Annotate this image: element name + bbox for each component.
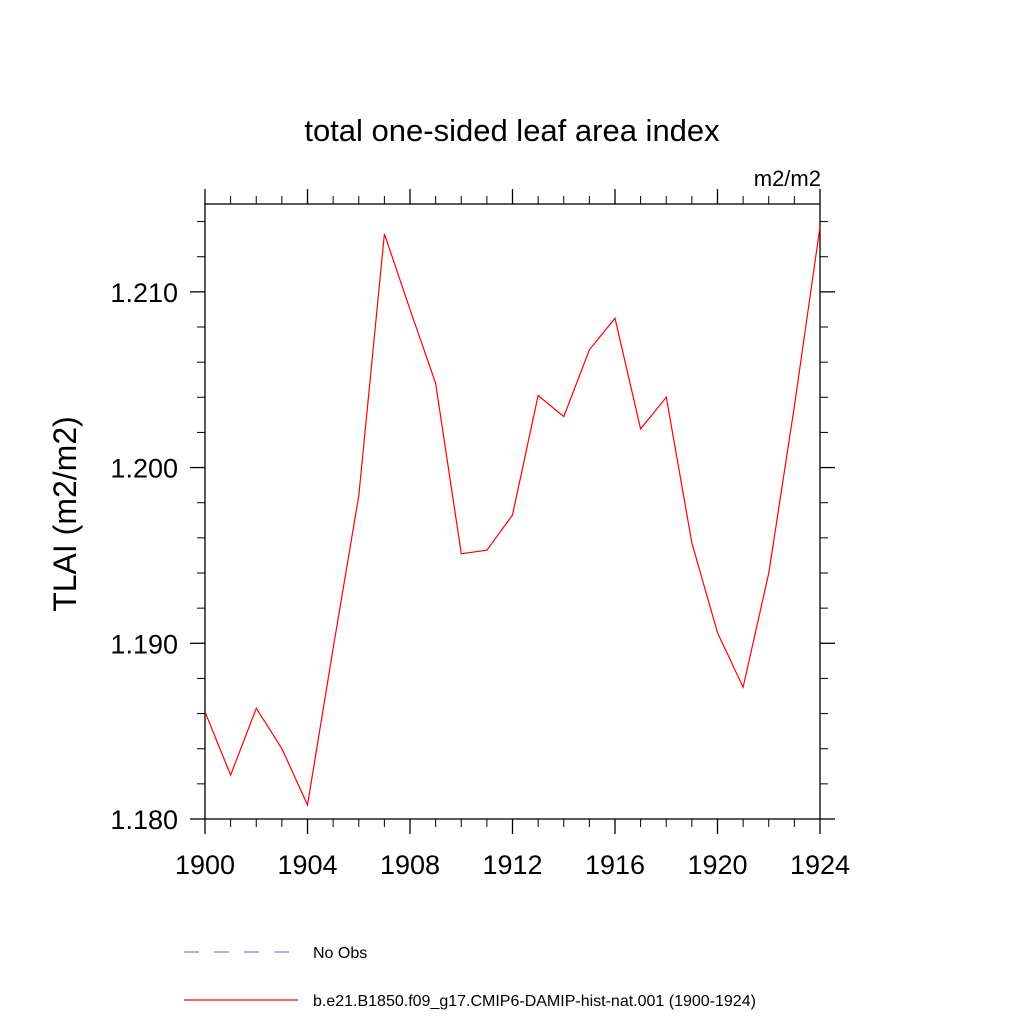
plot-frame [204,203,821,820]
y-tick-label: 1.190 [110,629,178,659]
axis-ticks [190,189,835,834]
legend-label: No Obs [313,945,367,962]
units-label: m2/m2 [754,166,821,191]
x-tick-label: 1912 [482,850,542,880]
x-tick-label: 1924 [790,850,850,880]
x-tick-label: 1900 [175,850,235,880]
x-tick-label: 1904 [277,850,337,880]
legend: No Obs b.e21.B1850.f09_g17.CMIP6-DAMIP-hi… [184,945,756,1010]
series-layer [204,226,821,807]
axis-tick-labels: 1900 1904 1908 1912 1916 1920 1924 1.180 1.190 1.… [110,278,850,880]
y-axis-label: TLAI (m2/m2) [47,416,83,612]
x-tick-label: 1916 [585,850,645,880]
y-tick-label: 1.200 [110,454,178,484]
x-tick-label: 1908 [380,850,440,880]
legend-label: b.e21.B1850.f09_g17.CMIP6-DAMIP-hist-nat… [313,993,756,1010]
y-tick-label: 1.180 [110,805,178,835]
y-tick-label: 1.210 [110,278,178,308]
chart-title: total one-sided leaf area index [304,113,720,148]
x-tick-label: 1920 [687,850,747,880]
series-line [204,226,821,807]
